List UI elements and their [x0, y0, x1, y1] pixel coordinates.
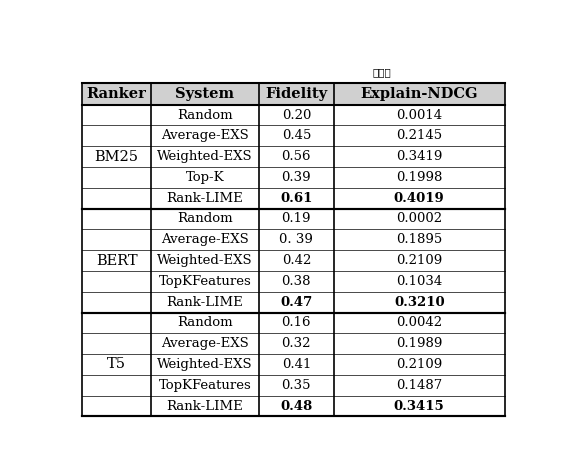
Text: Rank-LIME: Rank-LIME: [167, 296, 244, 309]
Text: 0.2109: 0.2109: [396, 358, 442, 371]
Text: 0.19: 0.19: [281, 212, 311, 226]
Text: 0.2109: 0.2109: [396, 254, 442, 267]
Text: Random: Random: [177, 317, 233, 329]
Text: BERT: BERT: [96, 254, 138, 267]
Text: Average-EXS: Average-EXS: [161, 337, 249, 350]
Text: 0.56: 0.56: [281, 150, 311, 163]
Text: 0.35: 0.35: [281, 379, 311, 392]
Text: 0.47: 0.47: [280, 296, 312, 309]
Text: Rank-LIME: Rank-LIME: [167, 400, 244, 412]
Text: BM25: BM25: [95, 150, 139, 164]
Text: 0.1487: 0.1487: [396, 379, 442, 392]
Text: Random: Random: [177, 109, 233, 121]
Text: 0.16: 0.16: [281, 317, 311, 329]
Text: Top-K: Top-K: [186, 171, 224, 184]
Text: 0.4019: 0.4019: [394, 191, 445, 205]
Text: Weighted-EXS: Weighted-EXS: [157, 358, 253, 371]
Text: 0.39: 0.39: [281, 171, 311, 184]
Text: TopKFeatures: TopKFeatures: [159, 275, 252, 288]
Text: T5: T5: [107, 357, 126, 372]
Text: 0.3210: 0.3210: [394, 296, 445, 309]
Text: Rank-LIME: Rank-LIME: [167, 191, 244, 205]
Text: 0.0014: 0.0014: [396, 109, 442, 121]
Text: Explain-NDCG: Explain-NDCG: [360, 87, 478, 101]
Bar: [83, 83, 505, 105]
Text: Fidelity: Fidelity: [265, 87, 327, 101]
Text: 0.0042: 0.0042: [396, 317, 442, 329]
Text: Average-EXS: Average-EXS: [161, 233, 249, 246]
Text: 0.41: 0.41: [282, 358, 311, 371]
Text: 保真度: 保真度: [372, 67, 391, 77]
Text: 0.42: 0.42: [282, 254, 311, 267]
Text: 0.1034: 0.1034: [396, 275, 442, 288]
Text: 0.1989: 0.1989: [396, 337, 442, 350]
Text: 0.45: 0.45: [282, 129, 311, 142]
Text: Weighted-EXS: Weighted-EXS: [157, 150, 253, 163]
Text: 0.38: 0.38: [281, 275, 311, 288]
Text: 0.32: 0.32: [281, 337, 311, 350]
Text: System: System: [175, 87, 234, 101]
Text: 0.20: 0.20: [282, 109, 311, 121]
Text: 0.48: 0.48: [280, 400, 312, 412]
Text: 0.1998: 0.1998: [396, 171, 442, 184]
Text: 0.61: 0.61: [280, 191, 312, 205]
Text: 0. 39: 0. 39: [280, 233, 313, 246]
Text: 0.2145: 0.2145: [396, 129, 442, 142]
Text: 0.0002: 0.0002: [396, 212, 442, 226]
Text: TopKFeatures: TopKFeatures: [159, 379, 252, 392]
Text: Random: Random: [177, 212, 233, 226]
Text: 0.3419: 0.3419: [396, 150, 442, 163]
Text: Ranker: Ranker: [87, 87, 147, 101]
Text: 0.1895: 0.1895: [396, 233, 442, 246]
Text: 0.3415: 0.3415: [394, 400, 445, 412]
Text: Average-EXS: Average-EXS: [161, 129, 249, 142]
Text: Weighted-EXS: Weighted-EXS: [157, 254, 253, 267]
